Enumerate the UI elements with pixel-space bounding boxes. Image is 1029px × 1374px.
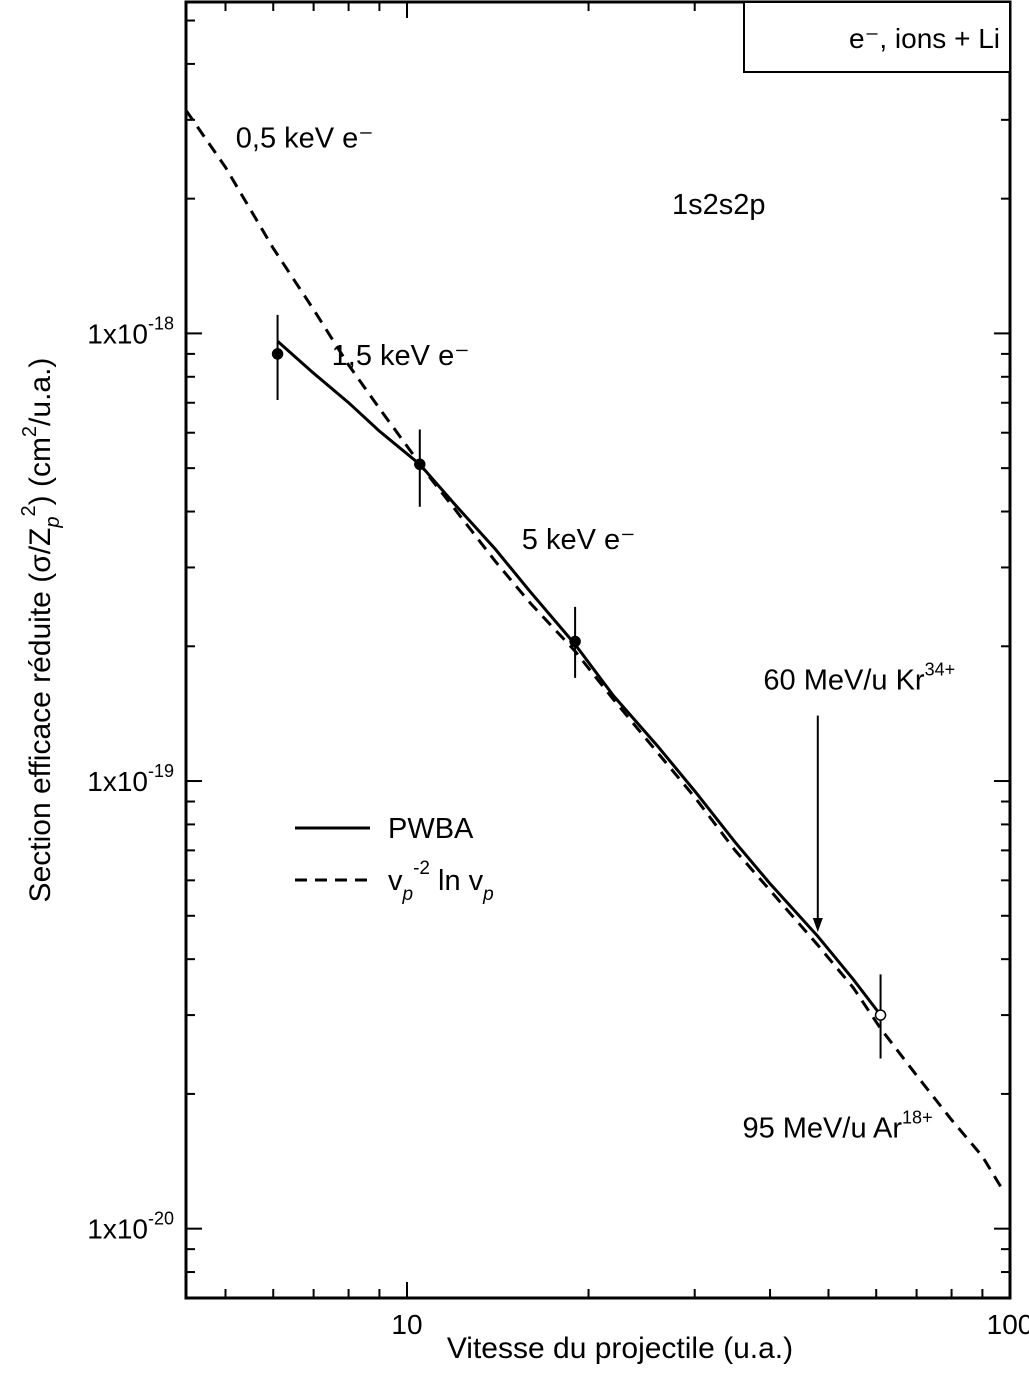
y-tick-label: 1x10-20: [87, 1209, 174, 1245]
ann-05kev: 0,5 keV e⁻: [236, 123, 374, 155]
x-tick-label: 100: [987, 1309, 1029, 1340]
axes-layer: 10 100 1x10-20 1x10-19 1x10-18: [87, 2, 1029, 1340]
ann-ar: 95 MeV/u Ar18+: [742, 1107, 932, 1144]
ann-15kev: 1,5 keV e⁻: [332, 340, 470, 372]
plot-frame: [184, 0, 1012, 1300]
y-axis-label: Section efficace réduite (σ/Zp2) (cm2/u.…: [18, 358, 64, 903]
points-layer: [271, 314, 887, 1059]
ann-5kev: 5 keV e⁻: [522, 524, 636, 556]
legend-label-vp: vp-2 ln vp: [388, 858, 494, 905]
data-point-open: [874, 1009, 887, 1021]
data-point-filled: [271, 348, 284, 360]
legend: PWBA vp-2 ln vp: [295, 813, 494, 905]
data-point-filled: [414, 458, 426, 471]
series-line-vp-law: [184, 109, 1006, 1194]
y-tick-label: 1x10-19: [87, 761, 174, 797]
x-tick-label: 10: [391, 1309, 422, 1340]
y-tick-label: 1x10-18: [87, 313, 174, 349]
legend-label-pwba: PWBA: [388, 813, 474, 845]
inset-label: e⁻, ions + Li: [849, 23, 1000, 54]
x-axis-label: Vitesse du projectile (u.a.): [447, 1332, 793, 1365]
data-point-filled: [569, 635, 581, 648]
ann-kr: 60 MeV/u Kr34+: [763, 660, 955, 697]
kr-arrow-head: [812, 917, 823, 932]
state-label: 1s2s2p: [672, 189, 766, 221]
annotations-layer: 0,5 keV e⁻ 1,5 keV e⁻ 5 keV e⁻ 60 MeV/u Kr3…: [236, 123, 955, 1145]
series-layer: [184, 109, 1006, 1194]
inset-label-box: e⁻, ions + Li: [743, 1, 1011, 73]
